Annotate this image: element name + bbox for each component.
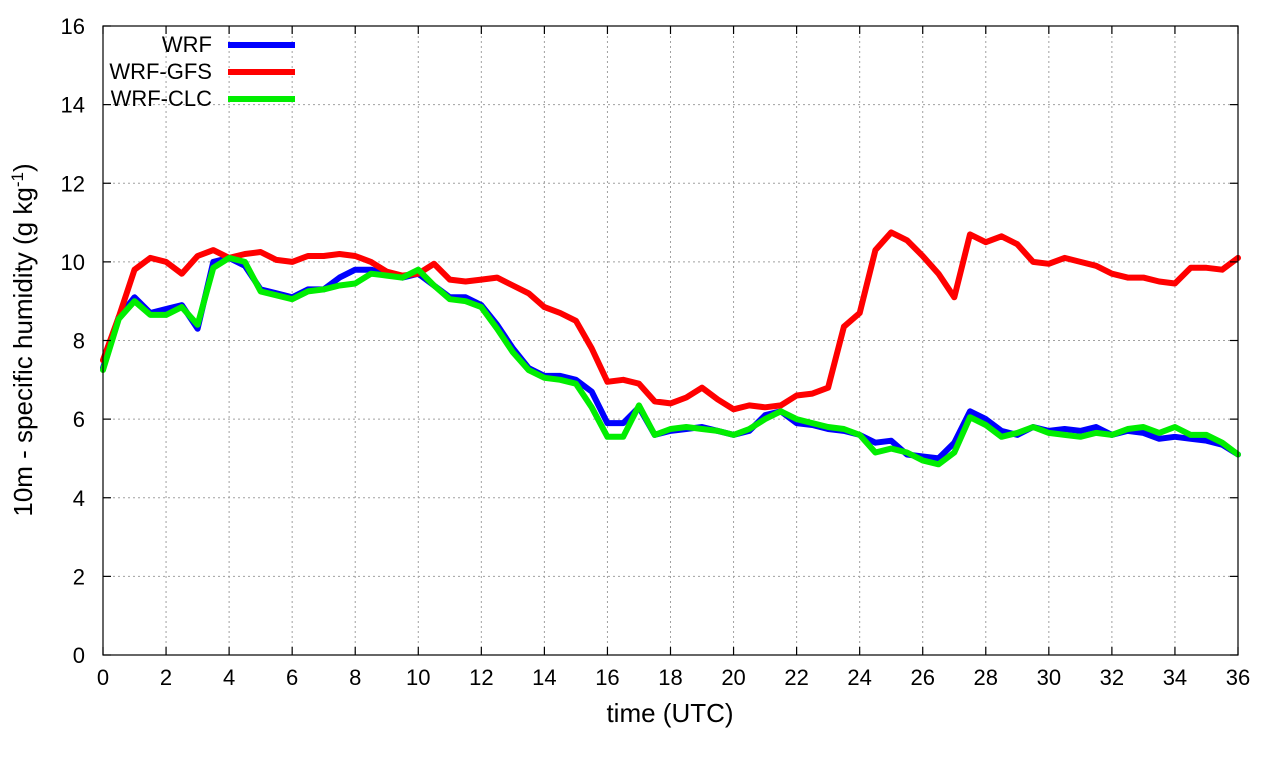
y-tick-label: 0 [73, 643, 85, 668]
x-tick-label: 2 [160, 665, 172, 690]
x-tick-label: 20 [721, 665, 745, 690]
y-tick-label: 4 [73, 486, 85, 511]
x-axis-title: time (UTC) [606, 698, 733, 728]
x-tick-label: 18 [658, 665, 682, 690]
x-tick-label: 30 [1037, 665, 1061, 690]
x-tick-label: 28 [974, 665, 998, 690]
series-lines [100, 229, 1241, 468]
x-tick-label: 22 [784, 665, 808, 690]
x-tick-label: 26 [910, 665, 934, 690]
x-tick-label: 24 [847, 665, 871, 690]
x-tick-label: 34 [1163, 665, 1187, 690]
grid-lines [103, 26, 1238, 655]
legend-label-wrf-clc: WRF-CLC [111, 86, 213, 111]
x-tick-label: 12 [469, 665, 493, 690]
legend-label-wrf-gfs: WRF-GFS [109, 59, 212, 84]
y-tick-label: 2 [73, 564, 85, 589]
y-axis-title: 10m - specific humidity (g kg-1) [8, 163, 39, 516]
x-tick-label: 8 [349, 665, 361, 690]
y-tick-label: 6 [73, 407, 85, 432]
y-tick-label: 10 [61, 250, 85, 275]
y-tick-label: 16 [61, 14, 85, 39]
x-tick-label: 4 [223, 665, 235, 690]
x-tick-label: 36 [1226, 665, 1250, 690]
x-tick-label: 14 [532, 665, 556, 690]
x-tick-label: 0 [97, 665, 109, 690]
series-line-wrf-clc [100, 254, 1241, 468]
axis-ticks [102, 25, 1239, 656]
x-tick-label: 6 [286, 665, 298, 690]
x-tick-label: 32 [1100, 665, 1124, 690]
tick-labels: 0 2 4 6 8 10 12 14 16 18 20 22 24 26 28 30 32 34 360246810… [61, 14, 1251, 690]
series-line-wrf-gfs [100, 229, 1241, 413]
y-tick-label: 8 [73, 329, 85, 354]
x-tick-label: 16 [595, 665, 619, 690]
x-tick-label: 10 [406, 665, 430, 690]
legend-label-wrf: WRF [162, 32, 212, 57]
y-tick-label: 12 [61, 171, 85, 196]
y-tick-label: 14 [61, 93, 85, 118]
